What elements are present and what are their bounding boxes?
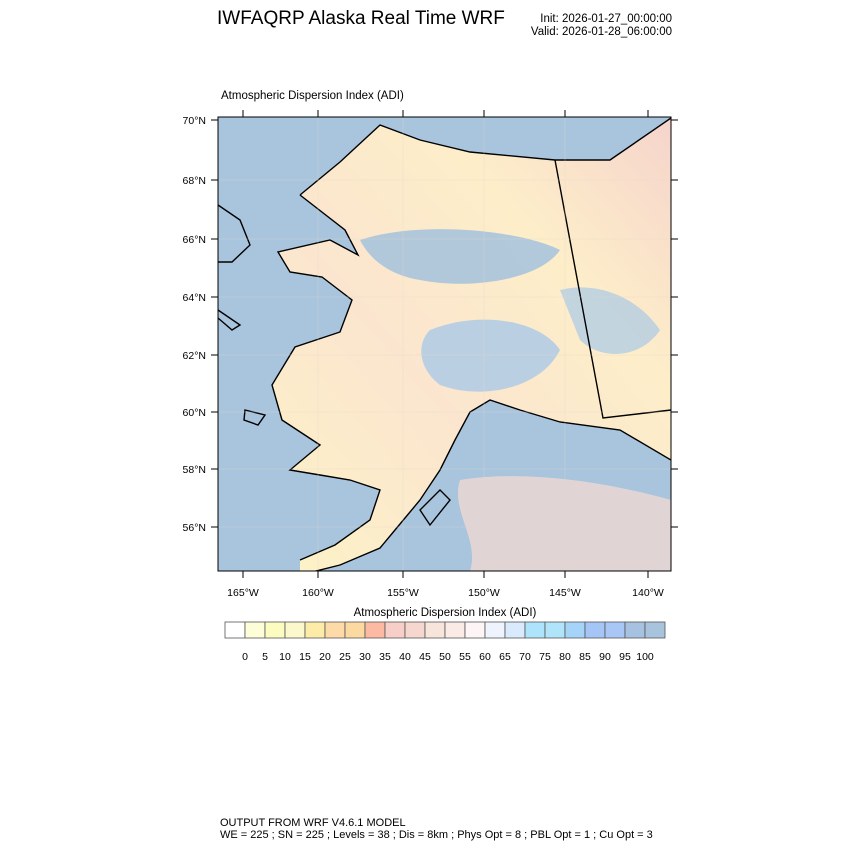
colorbar-label: 85 (579, 651, 591, 663)
lon-axis: 165°W 160°W 155°W 150°W 145°W 140°W (227, 110, 664, 599)
map-frame (217, 116, 672, 572)
colorbar-box (284, 621, 306, 639)
colorbar-label: 5 (262, 651, 268, 663)
colorbar-box (464, 621, 486, 639)
colorbar-box (424, 621, 446, 639)
colorbar-label: 55 (459, 651, 471, 663)
colorbar-box (484, 621, 506, 639)
colorbar-label: 90 (599, 651, 611, 663)
model-info-line2: WE = 225 ; SN = 225 ; Levels = 38 ; Dis … (220, 829, 653, 841)
colorbar-title: Atmospheric Dispersion Index (ADI) (354, 607, 537, 619)
colorbar-box (504, 621, 526, 639)
lat-label: 62°N (183, 350, 206, 362)
colorbar-label: 30 (359, 651, 371, 663)
colorbar-label: 100 (636, 651, 654, 663)
field-title: Atmospheric Dispersion Index (ADI) (221, 90, 404, 102)
colorbar-box (544, 621, 566, 639)
lon-label: 165°W (227, 587, 259, 599)
colorbar-box (644, 621, 666, 639)
interior-low-values (421, 319, 560, 392)
colorbar-box (584, 621, 606, 639)
interior-low-values (360, 229, 560, 284)
lon-label: 155°W (387, 587, 419, 599)
coastline (218, 117, 671, 571)
model-info: OUTPUT FROM WRF V4.6.1 MODEL WE = 225 ; … (220, 817, 653, 841)
init-time: Init: 2026-01-27_00:00:00 (540, 13, 672, 25)
colorbar-label: 20 (319, 651, 331, 663)
colorbar-box (564, 621, 586, 639)
colorbar-label: 80 (559, 651, 571, 663)
colorbar-label: 60 (479, 651, 491, 663)
colorbar-box (364, 621, 386, 639)
time-info: Init: 2026-01-27_00:00:00 Valid: 2026-01… (531, 13, 672, 39)
lat-label: 68°N (183, 175, 206, 187)
colorbar-label: 10 (279, 651, 291, 663)
graticule (218, 117, 671, 571)
offshore-field (457, 476, 671, 571)
colorbar-box (224, 621, 246, 639)
lon-label: 140°W (632, 587, 664, 599)
lat-label: 60°N (183, 407, 206, 419)
colorbar-box (384, 621, 406, 639)
colorbar-box (604, 621, 626, 639)
colorbar-box (244, 621, 266, 639)
lat-label: 58°N (183, 464, 206, 476)
colorbar-label: 45 (419, 651, 431, 663)
lon-label: 145°W (549, 587, 581, 599)
colorbar-label: 95 (619, 651, 631, 663)
colorbar-box (524, 621, 546, 639)
colorbar-label: 75 (539, 651, 551, 663)
lat-label: 56°N (183, 522, 206, 534)
lat-label: 64°N (183, 292, 206, 304)
colorbar-box (344, 621, 366, 639)
colorbar-box (264, 621, 286, 639)
colorbar-box (404, 621, 426, 639)
lon-label: 160°W (302, 587, 334, 599)
colorbar-label: 70 (519, 651, 531, 663)
colorbar-box (624, 621, 646, 639)
colorbar-label: 25 (339, 651, 351, 663)
lat-label: 70°N (183, 115, 206, 127)
border-line (554, 159, 671, 419)
colorbar-label: 40 (399, 651, 411, 663)
colorbar-label: 50 (439, 651, 451, 663)
plot-title: IWFAQRP Alaska Real Time WRF (217, 8, 505, 29)
colorbar-label: 65 (499, 651, 511, 663)
colorbar-box (304, 621, 326, 639)
lon-label: 150°W (468, 587, 500, 599)
colorbar-label: 15 (299, 651, 311, 663)
lat-axis: 70°N 68°N 66°N 64°N 62°N 60°N 58°N 56°N (183, 115, 678, 534)
interior-low-values (560, 287, 660, 354)
colorbar-box (444, 621, 466, 639)
colorbar-label: 35 (379, 651, 391, 663)
colorbar: 0 5 10 15 20 25 30 35 40 45 50 55 60 65 70 75 80 85 90 95 10… (224, 621, 666, 663)
model-info-line1: OUTPUT FROM WRF V4.6.1 MODEL (220, 817, 406, 829)
colorbar-box (324, 621, 346, 639)
colorbar-label: 0 (242, 651, 248, 663)
valid-time: Valid: 2026-01-28_06:00:00 (530, 26, 672, 38)
lat-label: 66°N (183, 234, 206, 246)
